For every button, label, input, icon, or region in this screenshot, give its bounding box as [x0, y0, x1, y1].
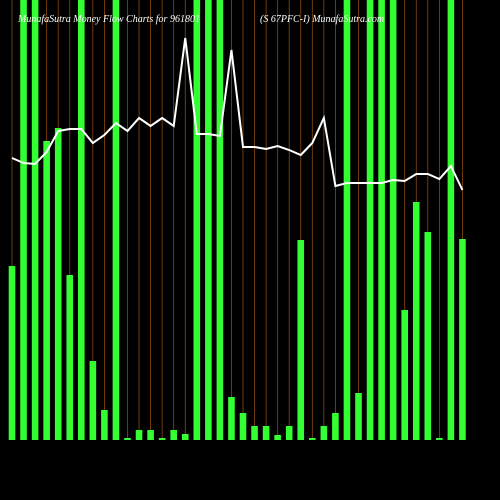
bar: [436, 438, 443, 440]
bar: [343, 0, 351, 440]
bar: [193, 0, 201, 440]
bar: [158, 438, 166, 440]
bar: [389, 0, 397, 440]
bar: [101, 410, 108, 440]
bar: [112, 0, 120, 440]
bar: [78, 0, 85, 440]
bar: [135, 430, 143, 440]
bar: [412, 202, 420, 440]
chart-title: MunafaSutra Money Flow Charts for 961801: [17, 14, 200, 25]
bar: [89, 361, 97, 440]
chart-subtitle: (S 67PFC-I) MunafaSutra.com: [260, 14, 384, 25]
bar: [355, 393, 362, 440]
bar: [366, 0, 374, 440]
bar: [66, 275, 74, 440]
bar: [251, 426, 258, 440]
price-line: [11, 37, 464, 191]
bar: [320, 426, 328, 440]
bar: [124, 438, 131, 440]
bar: [228, 397, 235, 440]
bar: [459, 239, 466, 440]
bar: [147, 430, 154, 440]
bar: [274, 435, 281, 440]
bar: [378, 0, 385, 440]
bar: [216, 0, 224, 440]
bar: [205, 0, 212, 440]
bar: [8, 266, 16, 440]
bar: [332, 413, 339, 440]
bar: [239, 413, 247, 440]
bar: [20, 0, 27, 440]
bar: [447, 0, 455, 440]
bar: [43, 141, 50, 440]
bar: [31, 0, 39, 440]
bar: [170, 430, 177, 440]
bar: [181, 434, 189, 440]
bar: [297, 240, 305, 440]
bar: [262, 426, 270, 440]
bar: [285, 426, 293, 440]
bar: [309, 438, 316, 440]
bar: [424, 232, 432, 440]
bar: [401, 310, 408, 440]
bar: [54, 128, 62, 440]
